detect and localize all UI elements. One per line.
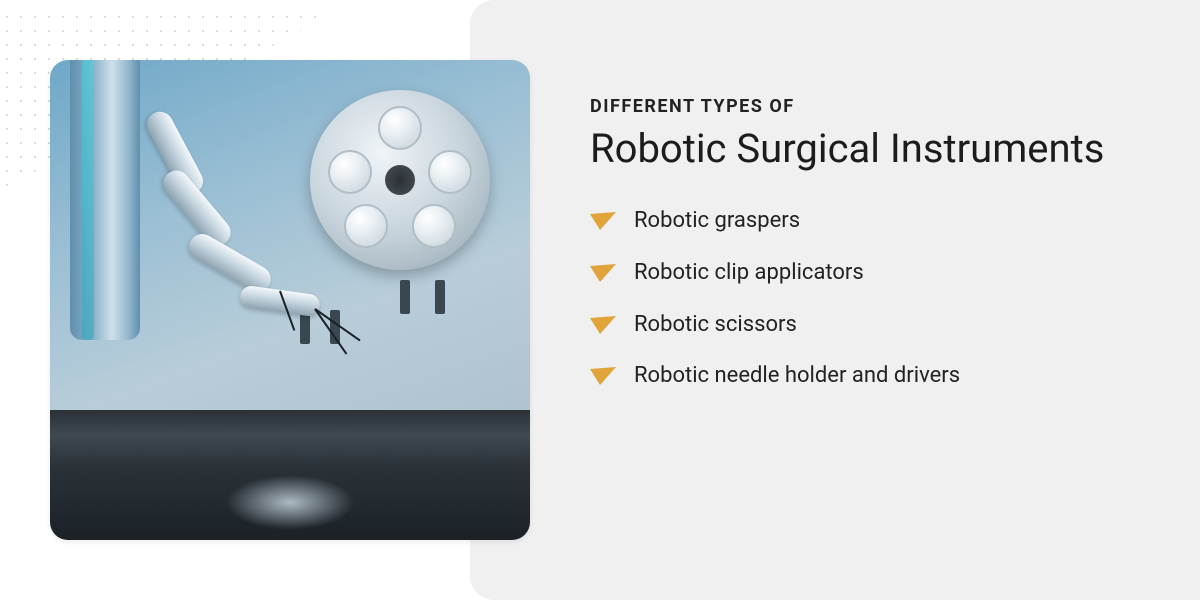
eyebrow-text: DIFFERENT TYPES OF xyxy=(590,96,1150,117)
text-content: DIFFERENT TYPES OF Robotic Surgical Inst… xyxy=(590,96,1150,413)
instrument-list: Robotic graspers Robotic clip applicator… xyxy=(590,206,1150,391)
hero-image xyxy=(50,60,530,540)
robot-arm xyxy=(130,140,390,360)
wall-fixture xyxy=(435,280,445,314)
swoosh-icon xyxy=(590,316,616,336)
list-item: Robotic clip applicators xyxy=(590,258,1150,288)
list-item-label: Robotic scissors xyxy=(634,310,797,340)
table-spotlight xyxy=(225,475,355,530)
headline-text: Robotic Surgical Instruments xyxy=(590,125,1150,172)
list-item: Robotic needle holder and drivers xyxy=(590,361,1150,391)
wall-fixture xyxy=(400,280,410,314)
swoosh-icon xyxy=(590,212,616,232)
list-item-label: Robotic graspers xyxy=(634,206,800,236)
swoosh-icon xyxy=(590,264,616,284)
list-item-label: Robotic clip applicators xyxy=(634,258,864,288)
list-item: Robotic graspers xyxy=(590,206,1150,236)
swoosh-icon xyxy=(590,367,616,387)
list-item: Robotic scissors xyxy=(590,310,1150,340)
list-item-label: Robotic needle holder and drivers xyxy=(634,361,960,391)
